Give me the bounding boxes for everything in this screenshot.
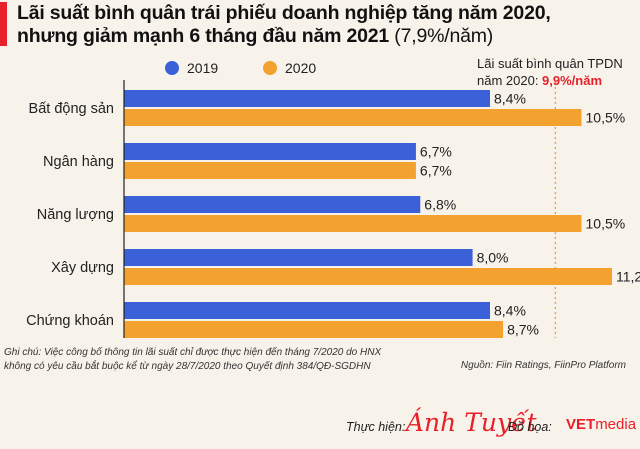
legend: 2019 2020: [165, 60, 316, 76]
reference-label-value: 9,9%/năm: [542, 73, 602, 88]
category-label: Xây dựng: [51, 260, 114, 276]
value-label-2020: 10,5%: [586, 216, 626, 232]
chart-title: Lãi suất bình quân trái phiếu doanh nghi…: [17, 2, 627, 48]
bar-2019: [124, 249, 473, 266]
footnote: Ghi chú: Việc công bố thông tin lãi suất…: [4, 346, 404, 374]
legend-label-2020: 2020: [285, 60, 316, 76]
author-name: Ánh Tuyết: [406, 408, 537, 437]
brand-light: media: [595, 416, 637, 433]
legend-label-2019: 2019: [187, 60, 218, 76]
value-label-2019: 8,4%: [494, 91, 526, 107]
brand-bold: VET: [566, 416, 596, 433]
bars-group: Bất động sản 8,4% 10,5% Ngân hàng 6,7% 6,7% Nă…: [26, 90, 640, 338]
category-label: Năng lượng: [37, 207, 114, 223]
credit-label: Thực hiện:: [346, 420, 406, 434]
title-accent-bar: [0, 2, 7, 46]
bar-2020: [124, 321, 504, 338]
value-label-2020: 6,7%: [420, 163, 452, 179]
title-line-2: nhưng giảm mạnh 6 tháng đầu năm 2021 (7,…: [17, 25, 627, 48]
value-label-2020: 10,5%: [586, 110, 626, 126]
bar-2019: [124, 90, 490, 107]
reference-label-text: năm 2020:: [477, 73, 542, 88]
design-label: Đồ họa:: [508, 420, 552, 434]
value-label-2020: 8,7%: [507, 322, 539, 338]
title-line-2-bold: nhưng giảm mạnh 6 tháng đầu năm 2021: [17, 25, 390, 47]
title-line-1: Lãi suất bình quân trái phiếu doanh nghi…: [17, 2, 551, 24]
vetmedia-logo: VETmedia: [566, 416, 636, 433]
bar-2019: [124, 196, 421, 213]
value-label-2019: 8,4%: [494, 303, 526, 319]
source-note: Nguồn: Fiin Ratings, FiinPro Platform: [460, 360, 626, 371]
reference-label-line-1: Lãi suất bình quân TPDN: [477, 56, 623, 71]
value-label-2019: 6,7%: [420, 144, 452, 160]
value-label-2019: 6,8%: [424, 197, 456, 213]
value-label-2019: 8,0%: [477, 250, 509, 266]
legend-marker-2020: [263, 61, 277, 75]
footnote-line-1: Ghi chú: Việc công bố thông tin lãi suất…: [4, 347, 382, 358]
legend-marker-2019: [165, 61, 179, 75]
title-line-2-light: (7,9%/năm): [389, 25, 494, 47]
bar-2020: [124, 162, 416, 179]
category-label: Ngân hàng: [43, 154, 114, 170]
reference-label-line-2: năm 2020: 9,9%/năm: [477, 73, 602, 88]
value-label-2020: 11,2%: [616, 269, 640, 285]
category-label: Chứng khoán: [26, 313, 114, 329]
bar-2020: [124, 215, 582, 232]
reference-line-group: Lãi suất bình quân TPDN năm 2020: 9,9%/nă…: [477, 56, 623, 338]
footnote-line-2: không có yêu cầu bắt buộc kể từ ngày 28/…: [4, 361, 371, 372]
bar-2020: [124, 268, 612, 285]
category-label: Bất động sản: [29, 101, 114, 117]
credit-bar: Thực hiện: Ánh Tuyết Đồ họa: VETmedia: [0, 408, 640, 444]
bar-2019: [124, 302, 490, 319]
bar-2019: [124, 143, 416, 160]
bar-2020: [124, 109, 582, 126]
